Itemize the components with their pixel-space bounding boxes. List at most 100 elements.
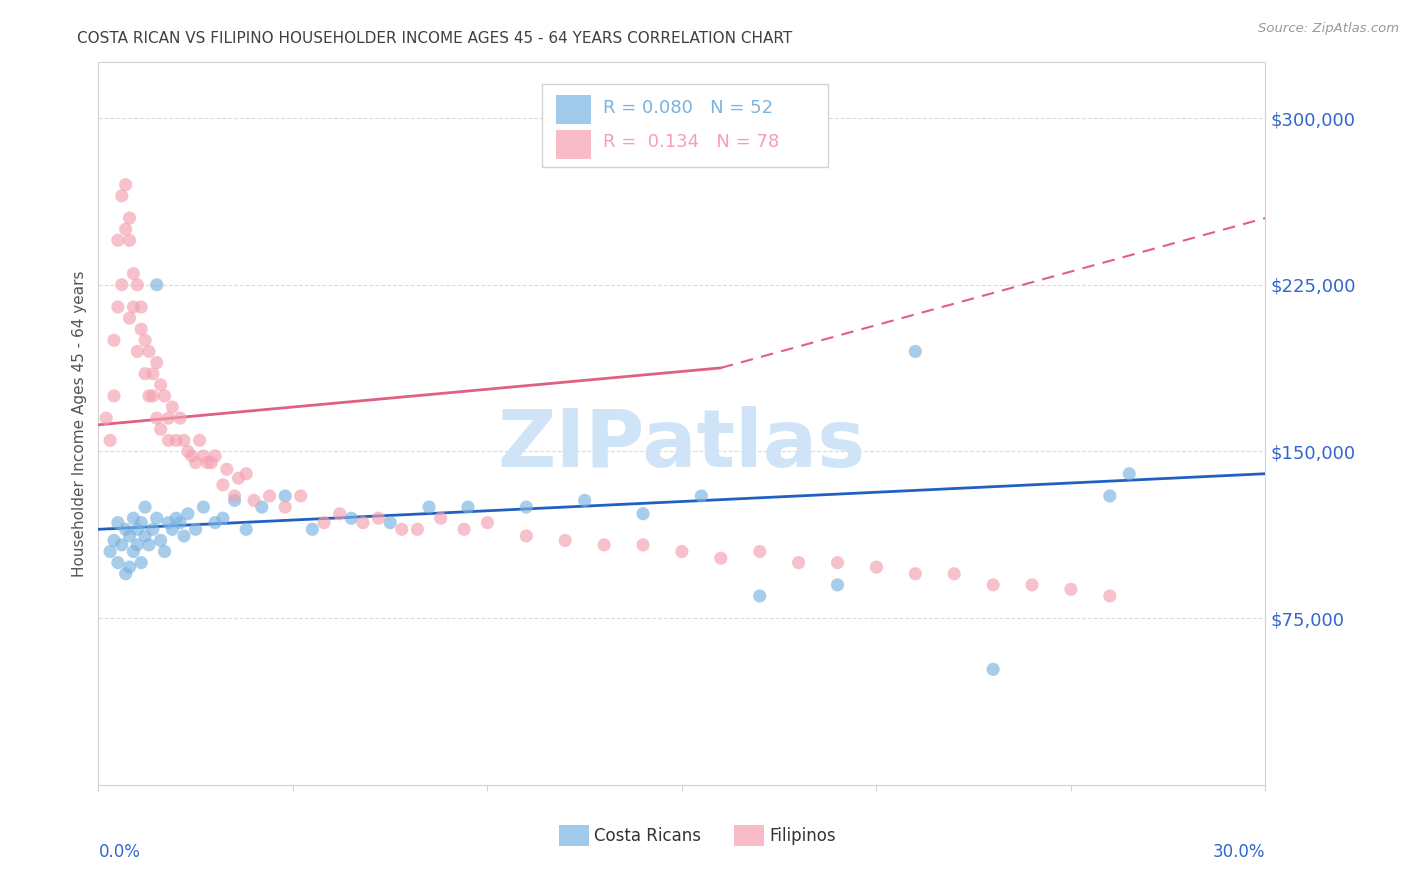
Point — [329, 507, 352, 521]
Point — [118, 529, 141, 543]
Text: 0.0%: 0.0% — [98, 843, 141, 861]
Text: COSTA RICAN VS FILIPINO HOUSEHOLDER INCOME AGES 45 - 64 YEARS CORRELATION CHART: COSTA RICAN VS FILIPINO HOUSEHOLDER INCO… — [77, 31, 793, 46]
Point — [98, 434, 121, 448]
Point — [114, 566, 136, 581]
Point — [259, 489, 281, 503]
Point — [224, 489, 246, 503]
Point — [138, 389, 160, 403]
Point — [153, 389, 176, 403]
Point — [107, 300, 129, 314]
Point — [127, 522, 149, 536]
Point — [193, 500, 215, 514]
Point — [748, 544, 770, 558]
Point — [149, 377, 172, 392]
Point — [165, 434, 187, 448]
Point — [1021, 578, 1043, 592]
Point — [981, 578, 1004, 592]
Point — [312, 516, 335, 530]
Point — [157, 411, 180, 425]
Point — [138, 538, 160, 552]
Point — [142, 367, 165, 381]
Point — [111, 277, 134, 292]
Point — [301, 522, 323, 536]
Point — [114, 178, 136, 192]
Point — [114, 222, 136, 236]
Point — [391, 522, 413, 536]
Point — [122, 300, 145, 314]
Point — [250, 500, 273, 514]
Text: R =  0.134   N = 78: R = 0.134 N = 78 — [603, 133, 779, 152]
Point — [98, 544, 121, 558]
Point — [193, 449, 215, 463]
Point — [111, 538, 134, 552]
Text: Filipinos: Filipinos — [769, 827, 837, 845]
FancyBboxPatch shape — [541, 84, 828, 167]
Point — [228, 471, 250, 485]
Point — [103, 389, 125, 403]
Point — [981, 662, 1004, 676]
Point — [243, 493, 266, 508]
Point — [118, 311, 141, 326]
Y-axis label: Householder Income Ages 45 - 64 years: Householder Income Ages 45 - 64 years — [72, 270, 87, 577]
Bar — [555, 95, 591, 124]
Text: Costa Ricans: Costa Ricans — [595, 827, 702, 845]
Point — [169, 411, 191, 425]
Point — [224, 493, 246, 508]
Point — [477, 516, 499, 530]
Point — [1060, 582, 1083, 597]
Point — [631, 507, 654, 521]
Bar — [560, 825, 589, 847]
Point — [127, 277, 149, 292]
Point — [134, 500, 156, 514]
Point — [184, 456, 207, 470]
Point — [134, 367, 156, 381]
Point — [173, 434, 195, 448]
Point — [177, 507, 200, 521]
Point — [127, 538, 149, 552]
Text: 30.0%: 30.0% — [1213, 843, 1265, 861]
Point — [827, 578, 849, 592]
Point — [146, 511, 169, 525]
Point — [204, 516, 226, 530]
Point — [195, 456, 218, 470]
Point — [1098, 589, 1121, 603]
Point — [129, 516, 152, 530]
Point — [748, 589, 770, 603]
Point — [157, 434, 180, 448]
Point — [162, 400, 184, 414]
Point — [165, 511, 187, 525]
Point — [515, 500, 537, 514]
Point — [290, 489, 312, 503]
Point — [865, 560, 887, 574]
Point — [157, 516, 180, 530]
Point — [429, 511, 451, 525]
Point — [406, 522, 429, 536]
Point — [114, 522, 136, 536]
Point — [122, 544, 145, 558]
Point — [138, 344, 160, 359]
Point — [134, 529, 156, 543]
Point — [162, 522, 184, 536]
Point — [212, 511, 235, 525]
Point — [340, 511, 363, 525]
Point — [107, 556, 129, 570]
Point — [235, 522, 257, 536]
Point — [153, 544, 176, 558]
Point — [127, 344, 149, 359]
Point — [103, 533, 125, 548]
Point — [827, 556, 849, 570]
Text: Source: ZipAtlas.com: Source: ZipAtlas.com — [1258, 22, 1399, 36]
Point — [103, 334, 125, 348]
Point — [453, 522, 475, 536]
Point — [122, 511, 145, 525]
Point — [380, 516, 402, 530]
Point — [177, 444, 200, 458]
Point — [184, 522, 207, 536]
Point — [1118, 467, 1140, 481]
Text: R = 0.080   N = 52: R = 0.080 N = 52 — [603, 99, 773, 117]
Point — [111, 189, 134, 203]
Point — [107, 233, 129, 247]
Point — [173, 529, 195, 543]
Point — [710, 551, 733, 566]
Point — [457, 500, 479, 514]
